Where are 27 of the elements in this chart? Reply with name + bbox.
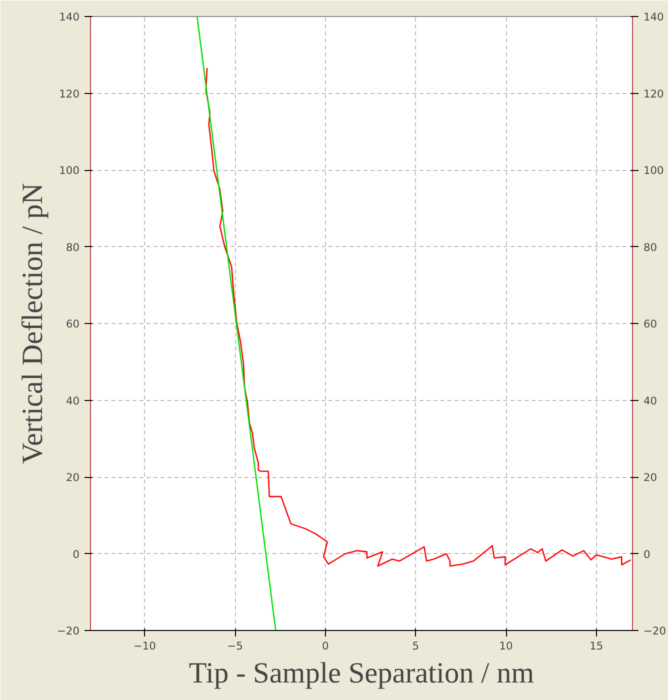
y-axis-title: Vertical Deflection / pN [17, 183, 50, 464]
x-axis-title: Tip - Sample Separation / nm [188, 658, 534, 690]
x-tick-label: −10 [133, 640, 156, 652]
y2-tick-label: 140 [644, 10, 664, 24]
y-tick-label: 80 [66, 240, 80, 254]
y-tick-label: 120 [59, 87, 80, 100]
x-tick-label: 15 [590, 640, 604, 652]
y2-tick-label: 80 [644, 240, 658, 254]
y2-tick-label: 60 [644, 318, 658, 330]
x-tick-label: 5 [412, 640, 420, 652]
y2-tick-label: 20 [644, 471, 658, 484]
y-tick-label: 0 [72, 548, 80, 561]
y2-tick-label: 0 [644, 548, 650, 561]
x-tick-label: 10 [499, 640, 514, 652]
y-tick-label: 100 [59, 164, 80, 177]
y-tick-label: 20 [66, 471, 80, 484]
x-tick-label: 0 [322, 640, 329, 652]
y-tick-label: 40 [66, 394, 80, 408]
y2-tick-label: 120 [644, 87, 664, 100]
x-tick-label: −5 [227, 640, 243, 652]
y-tick-label: 140 [59, 10, 80, 24]
y2-tick-label: 100 [644, 164, 664, 177]
y-tick-label: −20 [57, 624, 80, 638]
line-series [205, 67, 632, 567]
y2-tick-label: 40 [644, 394, 658, 408]
y-tick-label: 60 [66, 318, 80, 330]
y2-tick-label: −20 [644, 624, 666, 638]
